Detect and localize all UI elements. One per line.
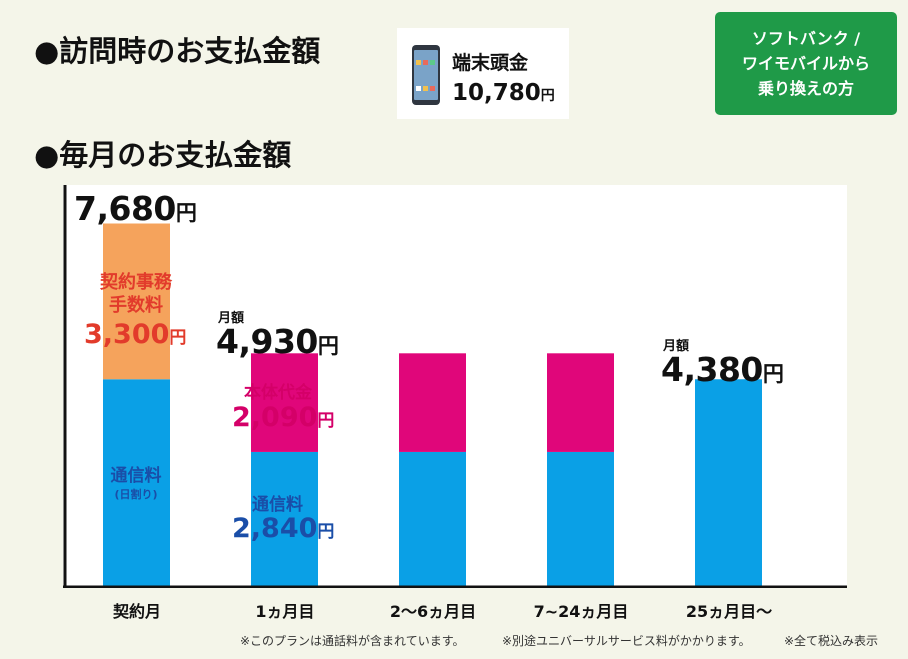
yen-unit: 円 bbox=[169, 328, 187, 348]
bar-comm-0 bbox=[103, 379, 170, 586]
badge-line-2: ワイモバイルから bbox=[741, 54, 870, 73]
comm-label-month1: 通信料 bbox=[252, 495, 303, 515]
device-amount-value: 10,780 bbox=[452, 80, 541, 106]
comm-amount-month1: 2,840円 bbox=[232, 513, 334, 544]
footnote-call-charges: ※このプランは通話料が含まれています。 bbox=[240, 634, 465, 648]
total-value-month0: 7,680 bbox=[74, 189, 176, 228]
fee-label: 契約事務 手数料 bbox=[96, 271, 176, 317]
footnote-tax-included: ※全て税込み表示 bbox=[784, 634, 879, 648]
device-cost-amount: 2,090円 bbox=[232, 402, 334, 433]
comm-value-month1: 2,840 bbox=[232, 513, 318, 544]
category-label-3: 7~24ヵ月目 bbox=[533, 602, 629, 621]
category-label-4: 25ヵ月目～ bbox=[685, 602, 773, 621]
total-label-month0: 7,680円 bbox=[74, 189, 197, 228]
bar-comm-3 bbox=[547, 451, 614, 586]
monthly-bar-chart bbox=[63, 185, 847, 588]
yen-unit: 円 bbox=[317, 411, 335, 431]
monthly-caption-month25: 月額 bbox=[663, 339, 690, 354]
bar-comm-1 bbox=[251, 451, 318, 586]
total-label-month25: 4,380円 bbox=[661, 350, 784, 389]
device-cost-label: 本体代金 bbox=[244, 383, 312, 403]
bar-device-1 bbox=[251, 353, 318, 452]
bar-device-2 bbox=[399, 353, 466, 452]
bar-comm-4 bbox=[695, 379, 762, 586]
comm-label-month0-line2: (日割り) bbox=[114, 488, 158, 501]
badge-line-3: 乗り換えの方 bbox=[757, 79, 854, 98]
device-cost-value: 2,090 bbox=[232, 402, 318, 433]
yen-unit: 円 bbox=[175, 201, 197, 225]
comm-label-month0-line1: 通信料 bbox=[110, 466, 162, 486]
monthly-caption-month1: 月額 bbox=[218, 311, 245, 326]
fee-amount-label: 3,300円 bbox=[84, 319, 186, 350]
fee-label-line1: 契約事務 bbox=[100, 272, 172, 293]
total-value-month25: 4,380 bbox=[661, 350, 763, 389]
device-payment-amount: 10,780円 bbox=[452, 80, 555, 106]
monthly-payment-title: ●毎月のお支払金額 bbox=[34, 138, 292, 172]
yen-unit: 円 bbox=[540, 88, 555, 104]
visit-payment-title: ●訪問時のお支払金額 bbox=[34, 34, 321, 68]
switch-badge: ソフトバンク / ワイモバイルから 乗り換えの方 bbox=[715, 12, 897, 115]
badge-line-1: ソフトバンク / bbox=[751, 29, 861, 48]
category-label-1: 1ヵ月目 bbox=[255, 602, 315, 621]
device-payment-card: 端末頭金 10,780円 bbox=[397, 28, 569, 119]
category-label-2: 2～6ヵ月目 bbox=[389, 602, 477, 621]
category-label-0: 契約月 bbox=[112, 602, 161, 621]
yen-unit: 円 bbox=[317, 522, 335, 542]
bar-comm-2 bbox=[399, 451, 466, 586]
comm-label-month0: 通信料 (日割り) bbox=[103, 461, 169, 502]
bar-fee-0 bbox=[103, 223, 170, 380]
yen-unit: 円 bbox=[317, 334, 339, 358]
chart-panel bbox=[63, 185, 847, 588]
smartphone-icon bbox=[412, 45, 440, 105]
total-label-month1: 4,930円 bbox=[216, 322, 339, 361]
total-value-month1: 4,930 bbox=[216, 322, 318, 361]
device-payment-label: 端末頭金 bbox=[452, 52, 529, 74]
bar-device-3 bbox=[547, 353, 614, 452]
yen-unit: 円 bbox=[762, 362, 784, 386]
fee-label-line2: 手数料 bbox=[109, 295, 163, 316]
footnote-universal-service: ※別途ユニバーサルサービス料がかかります。 bbox=[502, 634, 751, 648]
fee-amount-value: 3,300 bbox=[84, 319, 170, 350]
